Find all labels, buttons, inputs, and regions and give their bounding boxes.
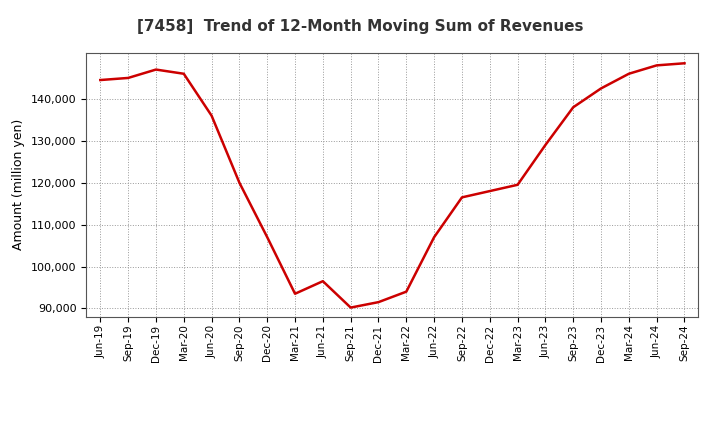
Text: [7458]  Trend of 12-Month Moving Sum of Revenues: [7458] Trend of 12-Month Moving Sum of R… (137, 19, 583, 34)
Y-axis label: Amount (million yen): Amount (million yen) (12, 119, 25, 250)
